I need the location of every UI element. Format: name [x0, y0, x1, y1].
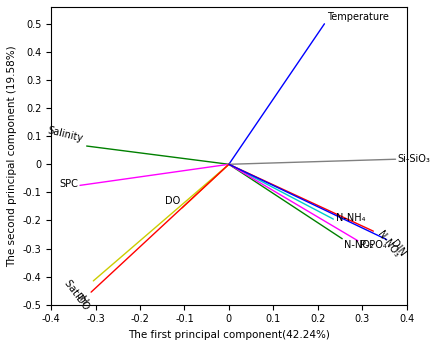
Y-axis label: The second principal component (19.58%): The second principal component (19.58%)	[7, 45, 17, 267]
Text: pH: pH	[73, 290, 89, 307]
Text: DO: DO	[165, 196, 180, 206]
Text: P-PO₄: P-PO₄	[360, 239, 387, 249]
Text: Temperature: Temperature	[327, 12, 389, 23]
Text: N-NO₃: N-NO₃	[375, 229, 402, 259]
Text: DIN: DIN	[389, 238, 408, 258]
Text: Sat DO: Sat DO	[63, 278, 91, 312]
Text: Salinity: Salinity	[47, 126, 85, 144]
Text: SPC: SPC	[59, 179, 78, 189]
Text: N-NO₂: N-NO₂	[344, 239, 374, 249]
Text: N-NH₄: N-NH₄	[336, 213, 365, 223]
X-axis label: The first principal component(42.24%): The first principal component(42.24%)	[128, 330, 330, 340]
Text: Si-SiO₃: Si-SiO₃	[398, 154, 431, 164]
